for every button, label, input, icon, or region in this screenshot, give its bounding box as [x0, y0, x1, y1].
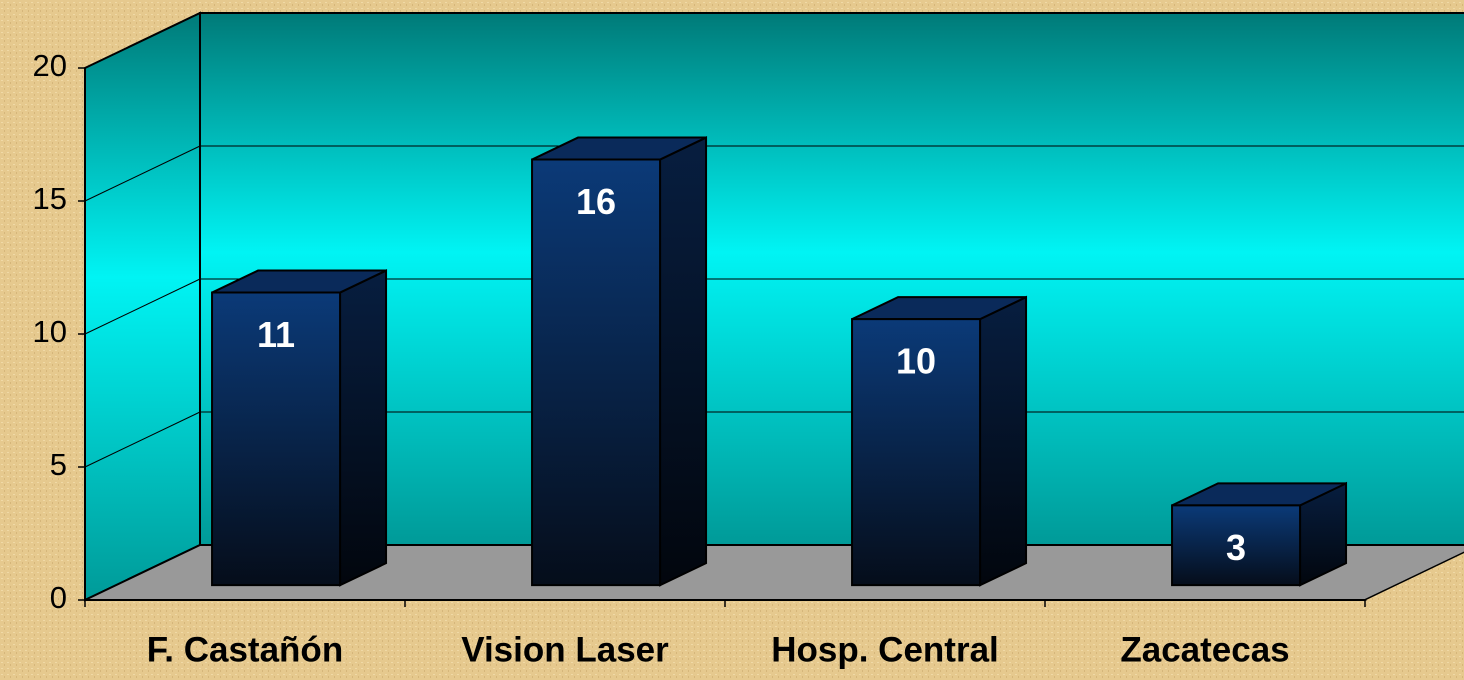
floor-edge — [1364, 552, 1464, 601]
data-label: 3 — [1226, 527, 1246, 568]
x-tick-label: F. Castañón — [147, 630, 343, 669]
bar-front — [1171, 504, 1302, 587]
bar-side — [979, 295, 1028, 587]
data-label: 11 — [257, 314, 295, 355]
bar-front — [851, 318, 982, 587]
bar-front — [531, 158, 662, 587]
grid-line — [84, 145, 201, 202]
x-tick-label: Zacatecas — [1120, 630, 1289, 669]
bar-front — [211, 291, 342, 587]
x-tick-label: Hosp. Central — [771, 630, 999, 669]
grid-line — [84, 12, 201, 69]
bar-side — [659, 135, 708, 587]
y-tick-label: 5 — [50, 447, 67, 482]
x-tick-label: Vision Laser — [461, 630, 669, 669]
grid-line — [84, 278, 201, 335]
bar-side — [339, 268, 388, 587]
y-tick-label: 0 — [50, 580, 67, 615]
y-tick-label: 10 — [33, 314, 67, 349]
y-tick-label: 20 — [33, 48, 67, 83]
floor — [84, 544, 1464, 601]
grid-line — [84, 411, 201, 468]
data-label: 10 — [896, 341, 936, 382]
y-tick-label: 15 — [33, 181, 67, 216]
data-label: 16 — [576, 181, 616, 222]
